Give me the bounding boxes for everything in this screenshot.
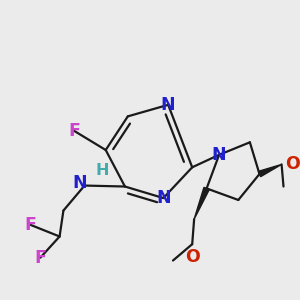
Text: N: N [73, 174, 88, 192]
Text: N: N [212, 146, 226, 164]
Text: O: O [285, 155, 300, 173]
Text: H: H [95, 163, 109, 178]
Polygon shape [194, 188, 209, 219]
Polygon shape [258, 164, 282, 177]
Text: N: N [161, 96, 176, 114]
Text: F: F [68, 122, 80, 140]
Text: O: O [185, 248, 200, 266]
Text: F: F [34, 249, 46, 267]
Text: N: N [156, 189, 171, 207]
Text: F: F [25, 216, 37, 234]
